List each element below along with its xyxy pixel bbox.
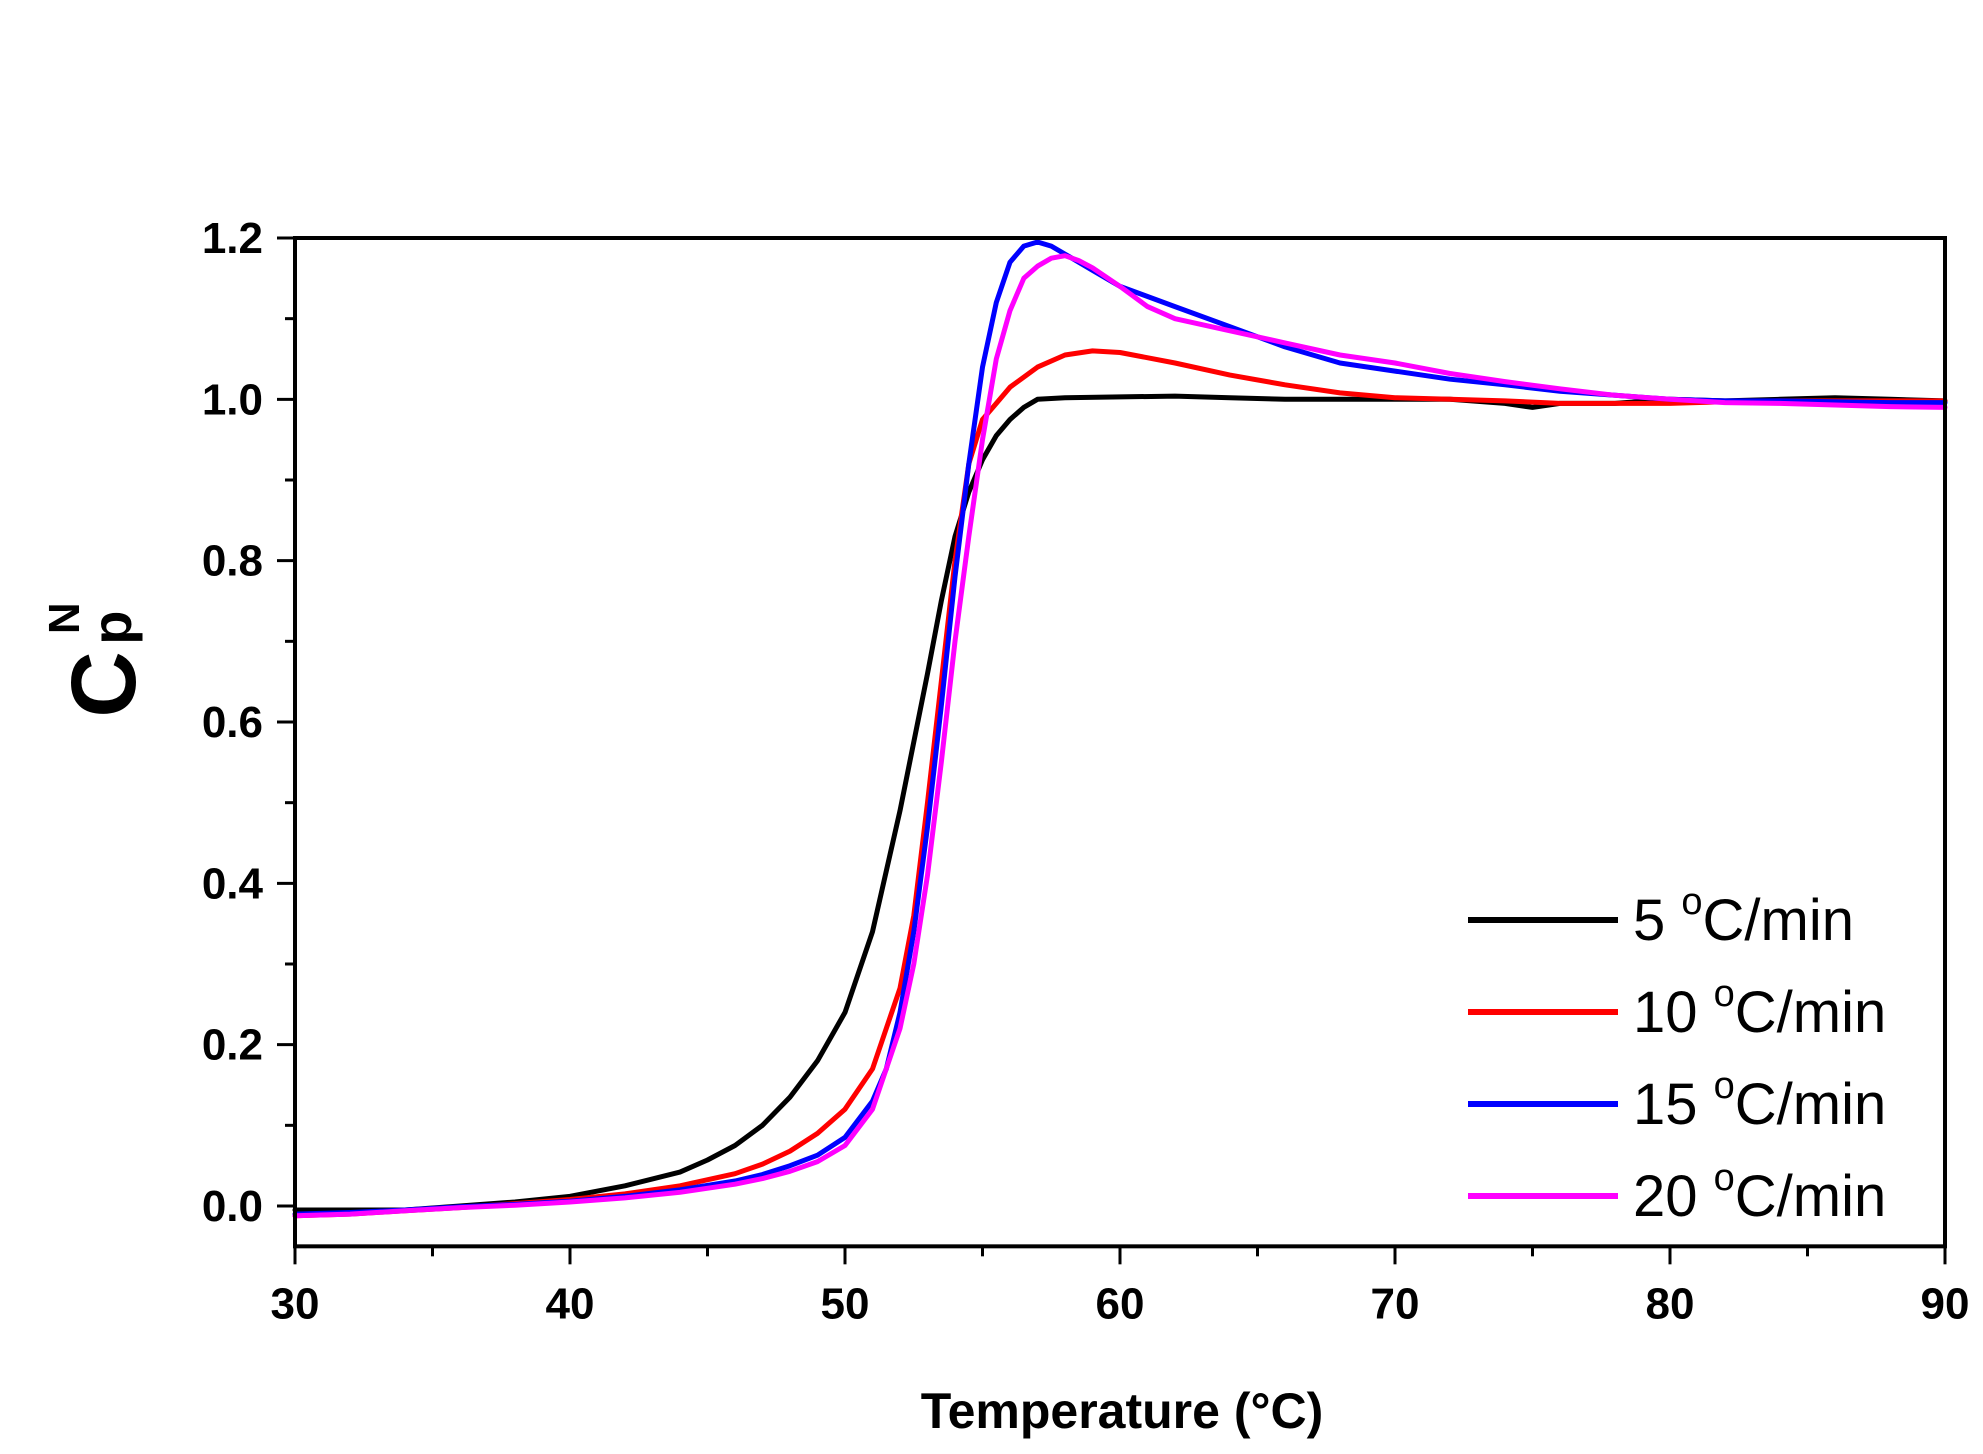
y-tick-label: 0.6 <box>202 698 263 747</box>
series-line-15 <box>292 239 1948 1217</box>
x-tick-label: 50 <box>821 1279 870 1328</box>
x-tick-label: 40 <box>546 1279 595 1328</box>
series-line-20 <box>292 253 1948 1219</box>
svg-text:C p N: C p N <box>40 602 155 717</box>
x-tick-label: 70 <box>1371 1279 1420 1328</box>
legend-label-10: 10 oC/min <box>1633 973 1886 1045</box>
plot-frame <box>293 236 1947 1249</box>
x-tick-label: 90 <box>1921 1279 1970 1328</box>
y-axis-title-sub: p <box>80 611 143 645</box>
legend-label-20: 20 oC/min <box>1633 1157 1886 1229</box>
y-axis-title-main: C <box>53 651 155 717</box>
y-tick-label: 0.8 <box>202 537 263 586</box>
y-tick-label: 0.0 <box>202 1182 263 1231</box>
legend: 5 oC/min 10 oC/min 15 oC/min 20 oC/min <box>1468 881 1886 1229</box>
x-tick-label: 80 <box>1646 1279 1695 1328</box>
y-tick-label: 0.4 <box>202 859 264 908</box>
x-tick-label: 30 <box>271 1279 320 1328</box>
y-tick-label: 0.2 <box>202 1021 263 1070</box>
series-layer <box>292 239 1948 1219</box>
legend-label-15: 15 oC/min <box>1633 1065 1886 1137</box>
y-axis-title: C p N <box>40 602 155 717</box>
y-tick-label: 1.0 <box>202 375 263 424</box>
y-axis-title-sup: N <box>40 602 89 634</box>
legend-label-5: 5 oC/min <box>1633 881 1854 953</box>
tick-labels: 30 40 50 60 70 80 90 0.0 0.2 0.4 0.6 0.8 1.0 1.2 <box>202 214 1970 1328</box>
y-tick-label: 1.2 <box>202 214 263 263</box>
x-tick-label: 60 <box>1096 1279 1145 1328</box>
x-axis-title: Temperature (°C) <box>921 1383 1323 1439</box>
